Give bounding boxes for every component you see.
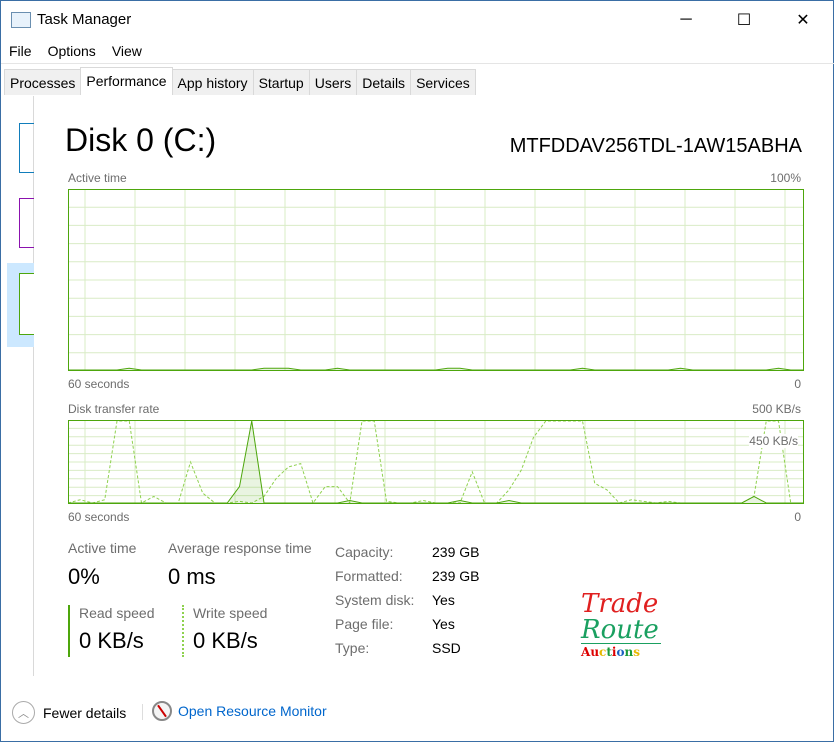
series-area bbox=[68, 421, 804, 504]
tab-bar: Processes Performance App history Startu… bbox=[4, 67, 476, 95]
active-time-max: 100% bbox=[770, 171, 801, 185]
sidebar-item-disk[interactable] bbox=[7, 263, 34, 347]
fewer-details-button[interactable]: ︿ Fewer details bbox=[12, 701, 126, 724]
prop-value: Yes bbox=[432, 592, 455, 608]
tab-startup[interactable]: Startup bbox=[252, 69, 310, 95]
tab-users[interactable]: Users bbox=[308, 69, 358, 95]
read-speed-label: Read speed bbox=[79, 605, 155, 621]
active-time-value: 0% bbox=[68, 564, 100, 589]
chart-border bbox=[68, 189, 804, 371]
app-icon bbox=[11, 12, 31, 28]
close-button[interactable]: ✕ bbox=[796, 12, 810, 29]
sidebar bbox=[1, 96, 34, 676]
menu-view[interactable]: View bbox=[111, 43, 142, 59]
sidebar-item-cpu[interactable] bbox=[19, 123, 34, 173]
tab-app-history[interactable]: App history bbox=[171, 69, 254, 95]
transfer-max: 500 KB/s bbox=[752, 402, 801, 416]
transfer-rate-chart bbox=[68, 420, 804, 504]
tab-performance[interactable]: Performance bbox=[80, 67, 173, 95]
tab-details[interactable]: Details bbox=[356, 69, 412, 95]
prop-value: Yes bbox=[432, 616, 455, 632]
active-time-label: Active time bbox=[68, 540, 137, 556]
resource-monitor-label: Open Resource Monitor bbox=[178, 703, 327, 719]
disk-properties: Capacity: 239 GB Formatted: 239 GB System … bbox=[335, 540, 479, 660]
transfer-xleft: 60 seconds bbox=[68, 510, 130, 524]
window-title: Task Manager bbox=[37, 11, 132, 28]
prop-key: Formatted: bbox=[335, 568, 403, 584]
prop-key: Page file: bbox=[335, 616, 394, 632]
write-speed-value: 0 KB/s bbox=[193, 628, 258, 653]
active-time-xleft: 60 seconds bbox=[68, 377, 130, 391]
active-time-chart-label: Active time bbox=[68, 171, 127, 185]
write-speed-label: Write speed bbox=[193, 605, 268, 621]
menu-file[interactable]: File bbox=[9, 43, 32, 59]
write-legend-line bbox=[182, 605, 184, 657]
open-resource-monitor-link[interactable]: Open Resource Monitor bbox=[152, 701, 327, 721]
prop-key: Capacity: bbox=[335, 544, 394, 560]
prop-key: System disk: bbox=[335, 592, 415, 608]
transfer-xright: 0 bbox=[794, 510, 801, 524]
prop-value: 239 GB bbox=[432, 544, 480, 560]
transfer-secondary: 450 KB/s bbox=[749, 434, 798, 448]
watermark-logo: Trade Route Auctions bbox=[581, 591, 661, 660]
menu-bar: File Options View bbox=[9, 43, 142, 59]
chart-border bbox=[68, 420, 804, 504]
read-speed-value: 0 KB/s bbox=[79, 628, 144, 653]
divider bbox=[142, 704, 143, 720]
divider bbox=[1, 63, 834, 64]
disk-title: Disk 0 (C:) bbox=[65, 122, 217, 158]
avg-response-label: Average response time bbox=[168, 540, 312, 556]
avg-response-value: 0 ms bbox=[168, 564, 216, 589]
resource-monitor-icon bbox=[152, 701, 172, 721]
active-time-chart bbox=[68, 189, 804, 371]
prop-value: SSD bbox=[432, 640, 461, 656]
tab-processes[interactable]: Processes bbox=[4, 69, 82, 95]
tab-services[interactable]: Services bbox=[410, 69, 476, 95]
active-time-xright: 0 bbox=[794, 377, 801, 391]
prop-value: 239 GB bbox=[432, 568, 480, 584]
maximize-button[interactable]: ☐ bbox=[736, 12, 752, 29]
read-legend-line bbox=[68, 605, 70, 657]
transfer-chart-label: Disk transfer rate bbox=[68, 402, 160, 416]
chevron-up-icon: ︿ bbox=[12, 701, 35, 724]
minimize-button[interactable]: ─ bbox=[680, 11, 692, 28]
prop-key: Type: bbox=[335, 640, 370, 656]
fewer-details-label: Fewer details bbox=[43, 704, 127, 721]
sidebar-item-memory[interactable] bbox=[19, 198, 34, 248]
menu-options[interactable]: Options bbox=[47, 43, 96, 59]
disk-model: MTFDDAV256TDL-1AW15ABHA bbox=[509, 135, 802, 157]
